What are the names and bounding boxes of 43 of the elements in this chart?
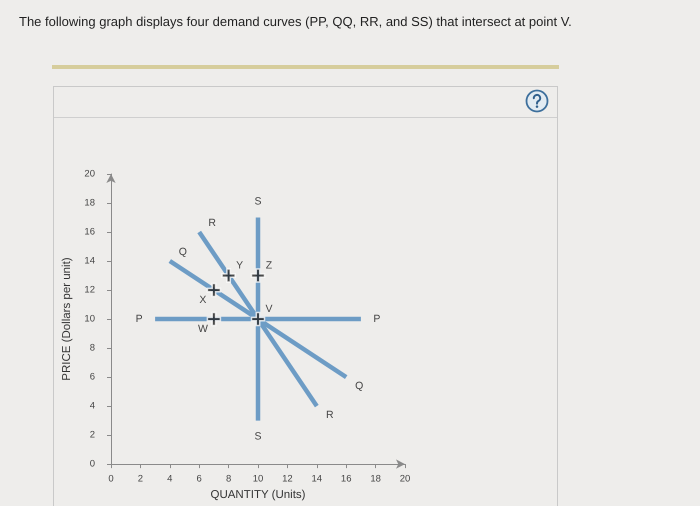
y-tick-label: 12 [84,284,95,296]
x-axis-title: QUANTITY (Units) [210,489,306,501]
x-tick-label: 12 [282,474,293,485]
text: P [373,313,380,326]
point [206,282,222,298]
chart-title: The following graph displays four demand curves (PP, QQ, RR, and SS) that intersect at point V. [19,14,572,29]
series-label: Q [178,246,187,258]
point [250,268,266,283]
y-tick-label: 8 [90,342,95,354]
annotation: V [265,303,273,316]
x-tick-label: 20 [400,474,410,485]
x-tick-label: 10 [252,474,264,485]
y-axis-title: PRICE (Dollars per unit) [61,257,73,381]
point [250,312,266,326]
text: Q [355,380,364,392]
y-tick-label: 2 [90,430,95,441]
x-tick-label: 6 [196,474,202,485]
y-tick-label: 14 [84,256,95,267]
y-tick-label: 16 [84,226,95,238]
y-tick-label: 6 [90,372,95,383]
x-tick-label: 14 [312,474,322,485]
annotation: Z [266,260,273,272]
point [221,268,236,283]
x-tick-label: 8 [226,474,232,485]
x-tick-label: 18 [370,474,381,485]
series-label: R [208,217,216,230]
y-tick-label: 0 [90,458,95,470]
x-tick-label: 16 [340,474,352,485]
text: S [254,430,262,443]
annotation: X [199,294,206,306]
x-tick-label: 4 [167,474,172,485]
y-tick-label: 20 [84,168,95,180]
text: R [326,409,334,422]
series-label: S [254,196,262,208]
annotation: W [198,323,208,336]
x-tick-label: 2 [138,474,144,485]
series-label: P [136,313,143,326]
y-tick-label: 18 [84,198,95,209]
x-tick-label: 0 [108,474,114,485]
annotation: Y [236,260,244,272]
y-tick-label: 4 [90,400,95,412]
point [206,312,222,326]
y-tick-label: 10 [84,314,95,325]
